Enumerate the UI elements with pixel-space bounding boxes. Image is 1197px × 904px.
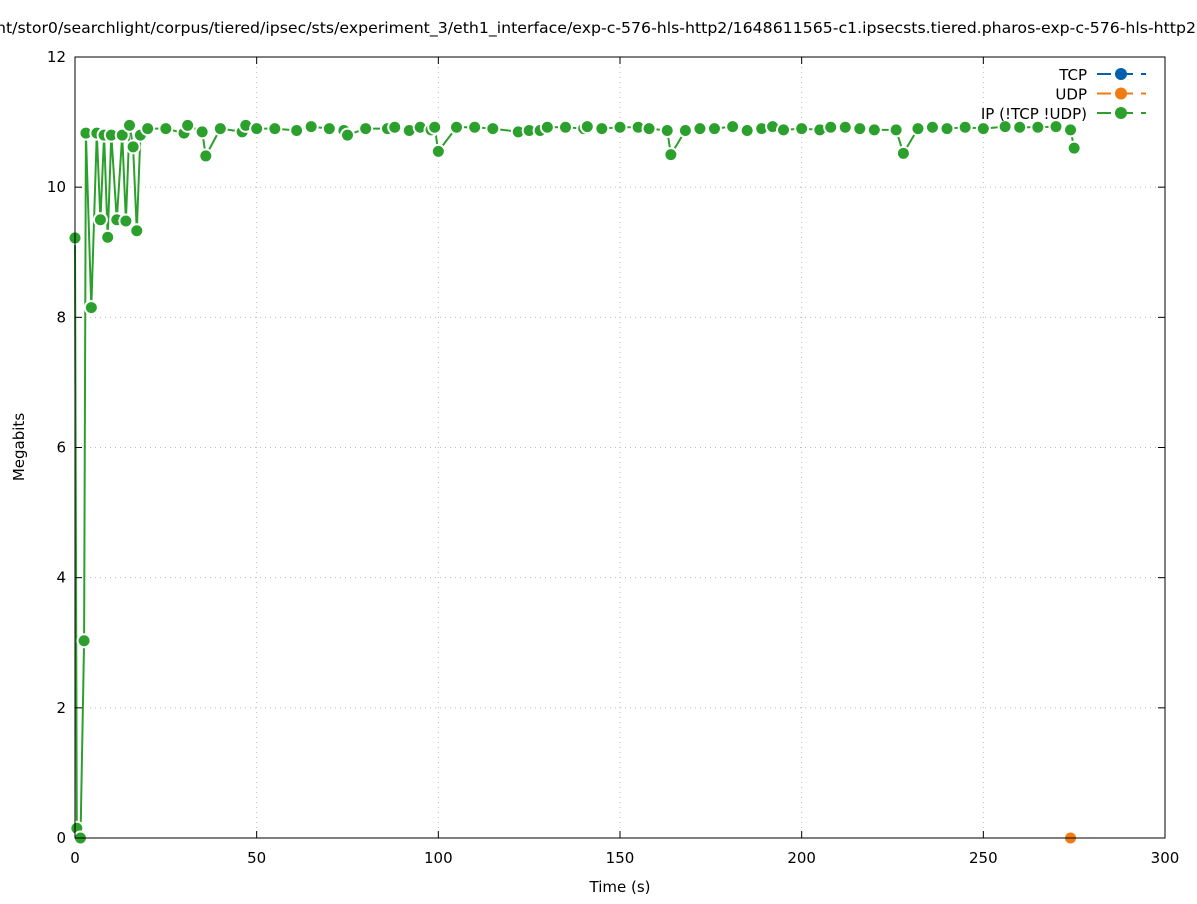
data-point (140, 121, 156, 137)
data-point (92, 212, 108, 228)
data-point (579, 119, 595, 135)
data-point (939, 121, 955, 137)
data-point (267, 121, 283, 137)
x-tick-label: 100 (424, 849, 453, 867)
data-point (594, 121, 610, 137)
data-point (321, 121, 337, 137)
data-point (852, 121, 868, 137)
data-point (180, 117, 196, 133)
legend-marker (1115, 87, 1127, 100)
data-point (663, 147, 679, 163)
data-point (837, 119, 853, 135)
legend-marker (1115, 68, 1127, 80)
y-tick-label: 6 (56, 439, 66, 457)
data-point (194, 124, 210, 140)
data-point (895, 145, 911, 161)
y-tick-label: 2 (56, 699, 66, 717)
data-point (975, 121, 991, 137)
data-point (449, 119, 464, 135)
y-axis-label: Megabits (10, 413, 28, 481)
data-point (910, 121, 926, 137)
series-layer (67, 117, 1082, 846)
data-point (725, 119, 741, 135)
data-point (612, 119, 628, 135)
data-point (212, 121, 228, 137)
data-point (957, 119, 973, 135)
data-point (539, 119, 555, 135)
data-point (358, 121, 374, 137)
data-point (114, 127, 130, 143)
grid (75, 57, 1165, 838)
data-point (387, 119, 403, 135)
data-point (706, 121, 722, 137)
data-point (122, 117, 137, 133)
series-line-halo (72, 122, 1078, 841)
data-point (866, 122, 882, 138)
data-point (100, 229, 116, 245)
data-point (641, 121, 657, 137)
legend-label: IP (!TCP !UDP) (981, 105, 1087, 123)
data-point (823, 119, 839, 135)
data-point (340, 127, 355, 143)
data-point (888, 122, 904, 138)
y-tick-label: 12 (47, 48, 66, 66)
x-axis-label: Time (s) (589, 878, 651, 896)
data-point (485, 121, 501, 137)
x-tick-label: 150 (606, 849, 635, 867)
data-point (1063, 122, 1079, 138)
data-point (467, 119, 483, 135)
legend-label: UDP (1055, 86, 1087, 104)
data-point (83, 300, 99, 316)
data-point (997, 119, 1013, 135)
x-tick-label: 300 (1151, 849, 1180, 867)
data-point (794, 121, 810, 137)
data-point (558, 119, 573, 135)
data-point (118, 213, 134, 229)
data-point (692, 121, 708, 137)
data-point (289, 123, 305, 139)
data-point (1066, 140, 1082, 156)
data-point (198, 148, 214, 164)
y-tick-label: 10 (47, 178, 66, 196)
x-tick-label: 200 (787, 849, 816, 867)
data-point (776, 122, 791, 138)
data-point (125, 139, 141, 155)
data-point (249, 121, 265, 137)
data-point (739, 123, 755, 139)
legend-label: TCP (1058, 66, 1087, 84)
data-point (1030, 119, 1046, 135)
data-point (659, 123, 675, 139)
x-tick-label: 50 (247, 849, 266, 867)
data-point (924, 119, 940, 135)
y-tick-label: 4 (56, 569, 66, 587)
y-tick-label: 0 (56, 829, 66, 847)
data-point (1048, 119, 1064, 135)
data-point (677, 123, 693, 139)
chart-title: nt/stor0/searchlight/corpus/tiered/ipsec… (0, 19, 1197, 38)
ticks: 0 50 100 150 200 250 300 0 2 4 6 8 10 12 (47, 48, 1179, 867)
legend-marker (1115, 107, 1127, 119)
data-point (158, 121, 174, 137)
data-point (1012, 119, 1028, 135)
data-point (76, 633, 92, 649)
x-tick-label: 0 (70, 849, 80, 867)
data-point (129, 223, 145, 239)
series-line (74, 124, 1076, 839)
series-ip-tcp-udp- (67, 117, 1082, 846)
data-point (427, 119, 443, 135)
data-point (430, 143, 446, 159)
y-tick-label: 8 (56, 308, 66, 326)
data-point (303, 119, 319, 135)
x-tick-label: 250 (969, 849, 998, 867)
